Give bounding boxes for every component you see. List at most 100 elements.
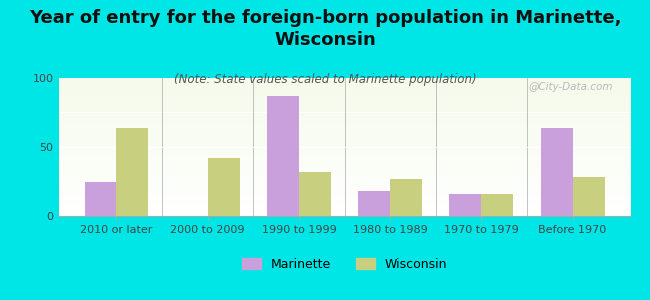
Bar	[58, 122, 630, 124]
Bar	[58, 100, 630, 101]
Bar	[58, 142, 630, 143]
Bar	[58, 154, 630, 155]
Bar	[541, 128, 573, 216]
Bar	[58, 97, 630, 99]
Bar	[58, 96, 630, 97]
Bar	[58, 119, 630, 121]
Bar	[58, 184, 630, 186]
Bar	[58, 197, 630, 198]
Bar	[299, 172, 331, 216]
Bar	[58, 135, 630, 136]
Bar	[58, 92, 630, 93]
Bar	[58, 114, 630, 115]
Bar	[58, 103, 630, 104]
Bar	[58, 193, 630, 194]
Bar	[58, 132, 630, 133]
Bar	[58, 126, 630, 128]
Bar	[358, 191, 390, 216]
Bar	[58, 94, 630, 96]
Bar	[58, 165, 630, 166]
Bar	[58, 144, 630, 145]
Bar	[58, 107, 630, 108]
Bar	[58, 162, 630, 164]
Bar	[58, 136, 630, 137]
Bar	[58, 213, 630, 214]
Bar	[58, 93, 630, 94]
Bar	[58, 177, 630, 179]
Bar	[58, 159, 630, 161]
Bar	[58, 112, 630, 114]
Legend: Marinette, Wisconsin: Marinette, Wisconsin	[237, 253, 452, 276]
Bar	[58, 111, 630, 112]
Bar	[58, 206, 630, 208]
Bar	[58, 161, 630, 162]
Bar	[58, 139, 630, 140]
Bar	[58, 198, 630, 200]
Text: Year of entry for the foreign-born population in Marinette,
Wisconsin: Year of entry for the foreign-born popul…	[29, 9, 621, 49]
Bar	[58, 148, 630, 150]
Bar	[58, 140, 630, 142]
Bar	[58, 158, 630, 159]
Bar	[58, 128, 630, 129]
Bar	[573, 177, 604, 216]
Bar	[58, 88, 630, 89]
Bar	[58, 118, 630, 119]
Bar	[58, 81, 630, 82]
Bar	[58, 209, 630, 211]
Bar	[58, 214, 630, 216]
Bar	[58, 187, 630, 188]
Bar	[58, 80, 630, 81]
Bar	[58, 150, 630, 151]
Bar	[390, 179, 422, 216]
Bar	[58, 176, 630, 177]
Bar	[482, 194, 514, 216]
Bar	[58, 115, 630, 117]
Bar	[58, 188, 630, 190]
Bar	[58, 195, 630, 197]
Bar	[58, 175, 630, 176]
Bar	[58, 179, 630, 180]
Bar	[207, 158, 240, 216]
Bar	[58, 82, 630, 83]
Bar	[58, 200, 630, 201]
Bar	[58, 130, 630, 132]
Bar	[58, 137, 630, 139]
Bar	[58, 129, 630, 130]
Bar	[58, 89, 630, 90]
Text: @City-Data.com: @City-Data.com	[529, 82, 614, 92]
Bar	[58, 78, 630, 80]
Bar	[58, 166, 630, 168]
Bar	[449, 194, 482, 216]
Text: (Note: State values scaled to Marinette population): (Note: State values scaled to Marinette …	[174, 74, 476, 86]
Bar	[58, 155, 630, 157]
Bar	[58, 86, 630, 88]
Bar	[58, 106, 630, 107]
Bar	[58, 205, 630, 206]
Bar	[58, 143, 630, 144]
Bar	[58, 104, 630, 106]
Bar	[58, 212, 630, 213]
Bar	[58, 124, 630, 125]
Bar	[58, 170, 630, 172]
Bar	[58, 90, 630, 92]
Bar	[116, 128, 148, 216]
Bar	[58, 125, 630, 126]
Bar	[58, 121, 630, 122]
Bar	[58, 173, 630, 175]
Bar	[58, 194, 630, 195]
Bar	[58, 152, 630, 154]
Bar	[58, 85, 630, 86]
Bar	[58, 182, 630, 183]
Bar	[58, 157, 630, 158]
Bar	[58, 147, 630, 148]
Bar	[58, 204, 630, 205]
Bar	[58, 110, 630, 111]
Bar	[58, 169, 630, 170]
Bar	[84, 182, 116, 216]
Bar	[58, 211, 630, 212]
Bar	[58, 186, 630, 187]
Bar	[58, 146, 630, 147]
Bar	[267, 96, 299, 216]
Bar	[58, 191, 630, 193]
Bar	[58, 208, 630, 209]
